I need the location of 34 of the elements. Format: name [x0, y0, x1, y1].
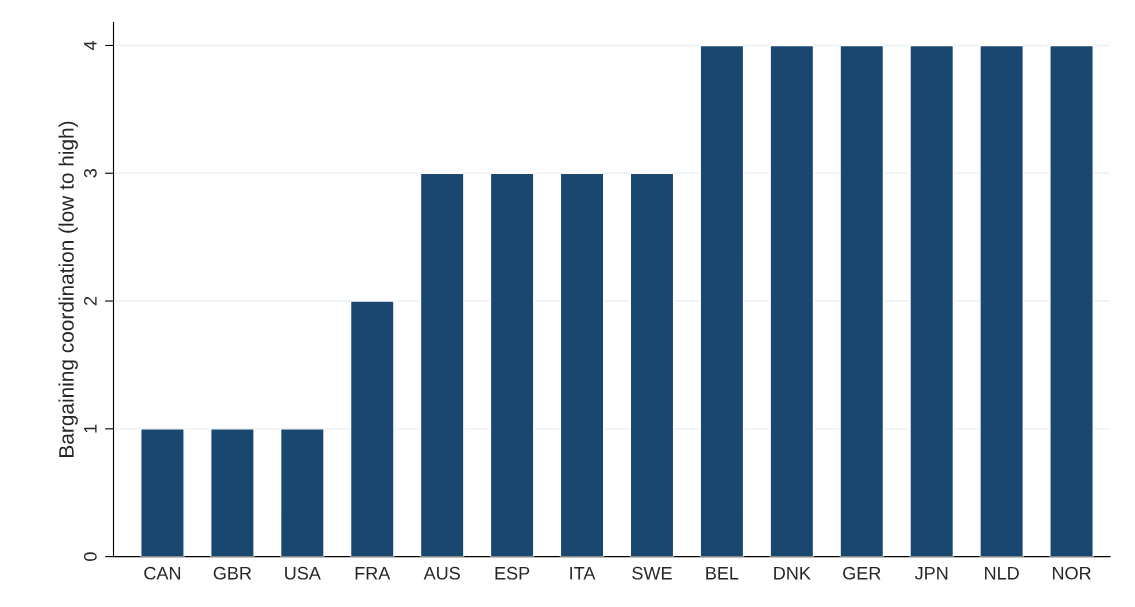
bar	[1049, 44, 1094, 557]
bar	[210, 428, 255, 557]
bar	[909, 44, 955, 557]
bar	[559, 172, 605, 557]
bar	[629, 172, 675, 557]
y-tick-label: 3	[83, 169, 97, 178]
bar	[979, 44, 1025, 557]
bar	[839, 44, 885, 557]
bar	[419, 172, 465, 557]
x-tick-label: SWE	[632, 566, 672, 580]
bar	[279, 428, 325, 557]
x-tick-label: ITA	[570, 567, 596, 580]
y-tick-label: 0	[83, 552, 97, 561]
bar	[349, 300, 395, 557]
x-tick-label: ESP	[495, 566, 530, 580]
x-tick-label: BEL	[706, 567, 739, 580]
bar	[769, 44, 815, 557]
bar	[489, 172, 535, 557]
x-tick-label: DNK	[774, 567, 811, 580]
bar	[140, 428, 185, 557]
y-tick-label: 2	[83, 296, 97, 306]
x-tick-label: GER	[843, 566, 881, 580]
x-tick-label: NLD	[985, 567, 1019, 580]
x-tick-label: GBR	[213, 566, 252, 580]
x-tick-label: NOR	[1052, 566, 1091, 580]
x-tick-label: AUS	[423, 566, 460, 580]
y-tick-label: 1	[84, 424, 97, 433]
x-tick-label: CAN	[144, 566, 181, 580]
y-axis-title: Bargaining coordination (low to high)	[58, 121, 78, 457]
y-tick-label: 4	[84, 40, 97, 51]
bar	[699, 44, 745, 557]
x-tick-label: FRA	[355, 567, 391, 580]
x-tick-label: JPN	[914, 567, 948, 580]
x-tick-label: USA	[285, 566, 321, 580]
